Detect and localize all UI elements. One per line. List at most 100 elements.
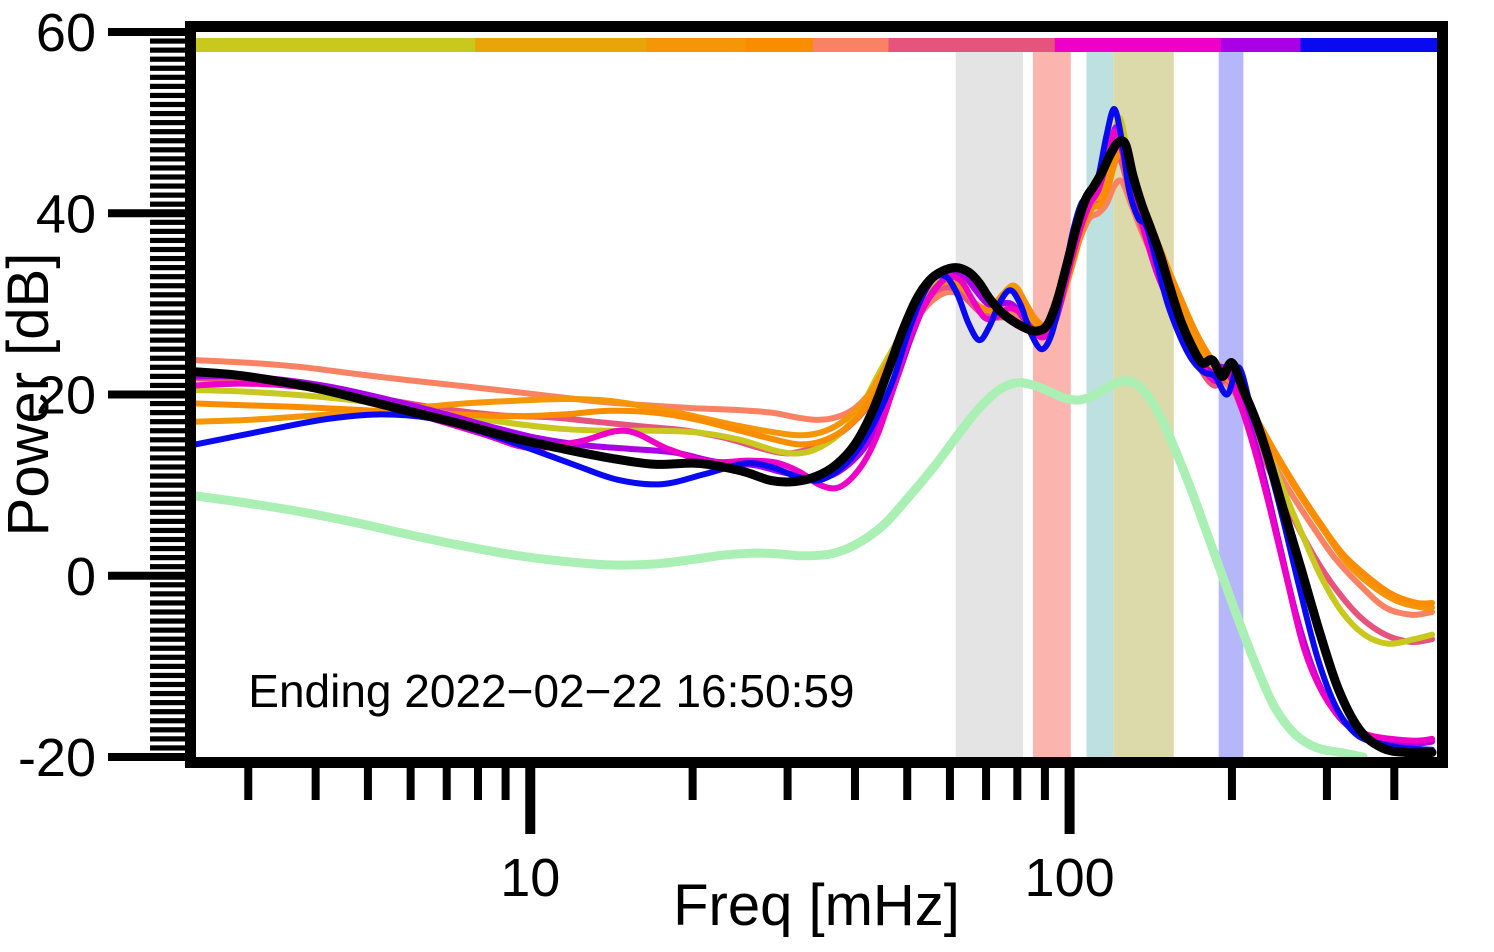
y-minor-tick [150, 437, 196, 443]
y-minor-tick [150, 745, 196, 751]
y-minor-tick [150, 129, 196, 135]
y-minor-tick [150, 373, 196, 379]
x-tick-label: 10 [500, 848, 560, 908]
x-minor-tick [501, 768, 510, 800]
y-minor-tick [150, 147, 196, 153]
y-minor-tick [150, 255, 196, 262]
y-minor-tick [150, 346, 196, 352]
y-minor-tick [150, 618, 196, 624]
y-minor-tick [150, 237, 196, 244]
y-minor-tick [150, 672, 196, 679]
y-tick-label: 60 [36, 3, 96, 63]
y-minor-tick [150, 446, 196, 452]
y-minor-tick [150, 228, 196, 234]
colorbar-segment [1221, 38, 1302, 52]
y-minor-tick [150, 455, 196, 461]
colorbar-segment [475, 38, 648, 52]
series-trace-magenta [196, 128, 1436, 744]
y-tick-label: -20 [18, 728, 96, 788]
x-minor-tick [244, 768, 253, 800]
y-tick-label: 40 [36, 184, 96, 244]
y-minor-tick [150, 473, 196, 479]
x-minor-tick [363, 768, 372, 800]
x-minor-tick [442, 768, 451, 800]
y-minor-tick [150, 518, 196, 524]
x-major-ticks: 10 100 [500, 768, 1115, 908]
y-minor-tick [150, 183, 196, 189]
y-minor-tick [150, 663, 196, 669]
y-minor-tick [150, 400, 196, 407]
y-minor-tick [150, 38, 196, 44]
y-minor-tick [150, 265, 196, 271]
y-minor-tick [150, 700, 196, 706]
y-minor-tick [150, 419, 196, 425]
x-tick-label: 100 [1025, 848, 1115, 908]
y-minor-tick [150, 727, 196, 733]
y-minor-tick [150, 382, 196, 389]
y-minor-tick [150, 591, 196, 597]
y-minor-tick [150, 92, 196, 99]
y-minor-tick [150, 654, 196, 660]
y-minor-tick [150, 709, 196, 715]
y-minor-tick [150, 337, 196, 343]
x-minor-tick [982, 768, 991, 800]
y-minor-tick [150, 110, 196, 117]
x-axis-label: Freq [mHz] [673, 873, 960, 938]
y-minor-tick [150, 174, 196, 180]
y-minor-tick [150, 219, 196, 225]
y-minor-tick [150, 500, 196, 506]
x-minor-ticks [244, 768, 1399, 800]
y-minor-tick [150, 301, 196, 307]
y-axis-label: Power [dB] [0, 253, 61, 537]
series-reference-lightgreen [196, 376, 1368, 757]
y-tick-label: 0 [66, 547, 96, 607]
y-major-tick [108, 390, 196, 399]
colorbar-segment [1300, 38, 1437, 52]
y-tick-label: 20 [36, 366, 96, 426]
y-minor-tick [150, 464, 196, 470]
y-minor-tick [150, 74, 196, 80]
y-minor-tick [150, 83, 196, 89]
y-major-ticks: -20 0 20 40 60 [18, 3, 196, 788]
y-minor-tick [150, 201, 196, 207]
y-minor-tick [150, 627, 196, 633]
axis-frame-right [1437, 21, 1448, 768]
y-minor-tick [150, 636, 196, 642]
y-minor-tick [150, 364, 196, 370]
y-major-tick [108, 209, 196, 218]
y-minor-tick [150, 56, 196, 62]
x-minor-tick [1040, 768, 1049, 800]
y-minor-tick [150, 736, 196, 742]
x-minor-tick [850, 768, 859, 800]
y-minor-tick [150, 292, 196, 298]
y-minor-tick [150, 65, 196, 71]
y-minor-tick [150, 582, 196, 588]
colorbar-segment [196, 38, 476, 52]
y-minor-tick [150, 328, 196, 334]
y-minor-tick [150, 681, 196, 688]
colorbar-segment [1054, 38, 1222, 52]
y-minor-tick [150, 138, 196, 144]
y-minor-tick [150, 246, 196, 253]
colorbar-segment [812, 38, 890, 52]
colorbar-segment [745, 38, 814, 52]
y-major-tick [108, 753, 196, 761]
y-minor-tick [150, 545, 196, 552]
plot-annotation: Ending 2022−02−22 16:50:59 [248, 665, 854, 717]
y-minor-tick [150, 274, 196, 280]
y-minor-tick [150, 527, 196, 534]
y-minor-tick [150, 101, 196, 108]
y-minor-tick [150, 410, 196, 416]
series-mean-black [196, 136, 1437, 757]
y-minor-tick [150, 645, 196, 651]
x-minor-tick [311, 768, 320, 800]
y-minor-tick [150, 165, 196, 171]
x-minor-tick [474, 768, 483, 800]
y-minor-tick [150, 690, 196, 697]
y-minor-tick [150, 600, 196, 606]
y-minor-tick [150, 482, 196, 488]
x-minor-tick [688, 768, 697, 800]
y-minor-tick [150, 319, 196, 325]
